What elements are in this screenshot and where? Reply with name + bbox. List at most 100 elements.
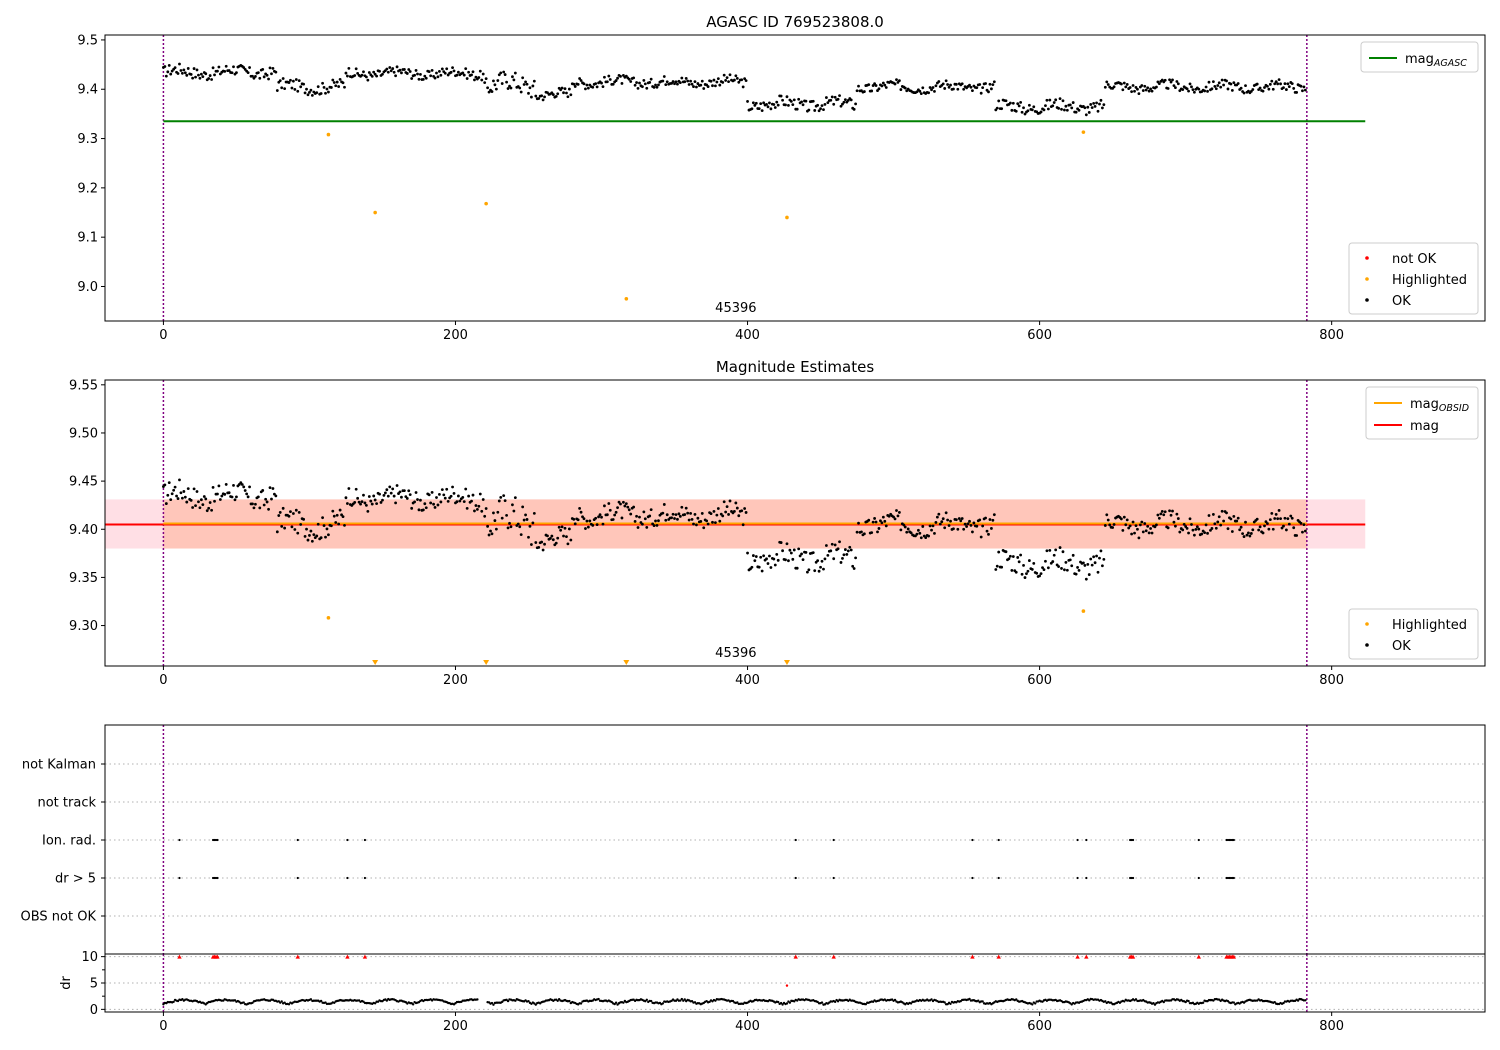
magnitude-ok-point [902, 523, 906, 527]
magnitude-ok-point [481, 498, 485, 501]
agasc-ok-point [480, 78, 484, 82]
agasc-ok-point [287, 81, 291, 84]
agasc-ok-point [732, 78, 736, 82]
magnitude-ok-point [1155, 523, 1158, 527]
agasc-ok-point [1229, 82, 1233, 86]
magnitude-ok-point [718, 519, 722, 523]
magnitude-ok-point [166, 493, 170, 497]
magnitude-ok-point [527, 535, 530, 539]
agasc-ok-point [776, 103, 780, 107]
magnitude-ok-point [378, 492, 381, 496]
magnitude-xtick-label: 0 [159, 673, 167, 688]
magnitude-ok-point [573, 522, 577, 526]
agasc-ok-point [541, 98, 545, 102]
magnitude-ok-point [242, 485, 246, 489]
magnitude-ytick-label: 9.40 [69, 523, 98, 538]
magnitude-legend-label: Highlighted [1392, 618, 1467, 633]
magnitude-ok-point [795, 566, 799, 570]
agasc-xtick-label: 400 [735, 328, 760, 343]
agasc-ok-point [1052, 101, 1056, 104]
magnitude-ok-point [1206, 531, 1209, 535]
magnitude-ok-point [1235, 519, 1239, 523]
magnitude-ok-point [534, 541, 538, 544]
agasc-ok-point [990, 87, 993, 91]
agasc-ok-point [633, 83, 637, 87]
agasc-ok-point [373, 72, 377, 76]
dr-ok-point [645, 998, 648, 1002]
magnitude-ok-point [598, 513, 602, 517]
magnitude-ok-point [687, 518, 691, 522]
agasc-ok-point [1197, 87, 1201, 91]
agasc-ok-point [512, 78, 516, 82]
magnitude-ok-point [626, 505, 630, 509]
magnitude-ok-point [938, 522, 942, 526]
agasc-ok-point [933, 89, 936, 93]
agasc-ok-point [167, 63, 171, 67]
magnitude-ok-point [683, 513, 687, 516]
magnitude-ok-point [943, 526, 947, 530]
magnitude-ok-point [722, 500, 726, 504]
agasc-ok-point [274, 70, 278, 74]
flags-point [216, 876, 219, 880]
magnitude-ok-point [836, 547, 840, 551]
magnitude-ok-point [1153, 525, 1157, 529]
magnitude-ok-point [614, 510, 618, 514]
agasc-ok-point [819, 107, 822, 111]
agasc-ok-point [941, 82, 945, 86]
magnitude-ok-point [765, 557, 768, 561]
magnitude-ok-point [1042, 568, 1046, 571]
agasc-ok-point [1188, 82, 1192, 86]
agasc-ok-point [1290, 82, 1294, 86]
flags-point [346, 876, 349, 880]
magnitude-ok-point [611, 518, 615, 521]
magnitude-ok-point [1030, 568, 1034, 571]
agasc-ok-point [473, 78, 476, 82]
magnitude-ok-point [440, 488, 444, 492]
agasc-ok-point [185, 73, 189, 77]
magnitude-ok-point [473, 509, 476, 513]
magnitude-ok-point [1295, 534, 1299, 537]
agasc-ok-point [464, 67, 468, 71]
agasc-ok-point [503, 73, 507, 76]
magnitude-ok-point [1004, 550, 1008, 554]
magnitude-ok-point [464, 487, 468, 491]
magnitude-ok-point [492, 511, 495, 515]
magnitude-ok-point [1090, 563, 1094, 567]
agasc-ok-point [543, 95, 546, 99]
magnitude-ok-point [1054, 548, 1058, 552]
magnitude-ok-point [676, 517, 679, 521]
agasc-ok-point [506, 87, 510, 90]
magnitude-ok-point [760, 569, 764, 573]
agasc-ok-point [315, 91, 319, 95]
magnitude-ytick-label: 9.55 [69, 378, 98, 393]
magnitude-ok-point [791, 557, 795, 561]
agasc-ok-point [530, 95, 533, 99]
magnitude-ok-point [218, 498, 222, 501]
magnitude-xtick-label: 800 [1319, 673, 1344, 688]
magnitude-ok-point [478, 492, 482, 496]
magnitude-ok-point [402, 489, 406, 493]
agasc-ok-point [662, 75, 666, 78]
magnitude-ok-point [537, 546, 541, 549]
agasc-ok-point [1214, 87, 1218, 91]
magnitude-ok-point [521, 505, 525, 509]
magnitude-ok-point [1074, 572, 1078, 576]
agasc-ok-point [1157, 82, 1161, 86]
agasc-ok-point [988, 82, 992, 86]
agasc-ok-point [524, 80, 527, 84]
magnitude-ok-point [1122, 515, 1126, 519]
flags-point [997, 876, 1000, 880]
agasc-xtick-label: 800 [1319, 328, 1344, 343]
agasc-ok-point [191, 76, 195, 80]
agasc-ok-point [640, 85, 644, 89]
dr-clipped-marker [970, 954, 975, 959]
magnitude-ok-point [931, 524, 935, 528]
magnitude-ok-point [413, 500, 416, 504]
flags-point [1085, 838, 1088, 842]
magnitude-ok-point [335, 513, 339, 517]
agasc-ok-point [195, 68, 199, 72]
dr-ok-point [977, 999, 980, 1002]
agasc-obsid-label: 45396 [715, 301, 756, 316]
magnitude-ok-point [1213, 522, 1217, 526]
